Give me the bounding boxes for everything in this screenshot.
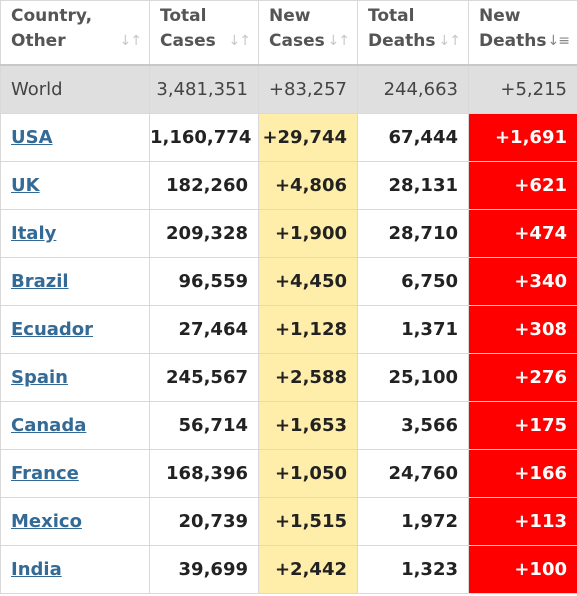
new-cases-cell: +83,257 <box>258 64 358 114</box>
new-deaths-cell: +474 <box>468 209 577 258</box>
total-cases-cell: 209,328 <box>149 209 259 258</box>
country-link[interactable]: Ecuador <box>11 319 94 340</box>
new-deaths-cell: +1,691 <box>468 113 577 162</box>
new-cases-cell: +1,050 <box>258 449 358 498</box>
total-cases-cell: 3,481,351 <box>149 64 259 114</box>
total-deaths-cell: 1,371 <box>357 305 469 354</box>
new-cases-cell: +1,515 <box>258 497 358 546</box>
sort-updown-icon[interactable]: ↓↑ <box>327 33 350 49</box>
total-cases-cell: 182,260 <box>149 161 259 210</box>
country-cell: France <box>0 449 150 498</box>
header-label: New Deaths <box>479 6 547 51</box>
header-row: Country, Other ↓↑ Total Cases ↓↑ New Cases … <box>0 0 577 66</box>
country-link[interactable]: UK <box>11 175 40 196</box>
total-cases-cell: 27,464 <box>149 305 259 354</box>
new-cases-cell: +2,442 <box>258 545 358 594</box>
new-cases-cell: +29,744 <box>258 113 358 162</box>
header-label: Total Cases <box>160 6 216 51</box>
country-cell: Brazil <box>0 257 150 306</box>
total-deaths-cell: 6,750 <box>357 257 469 306</box>
header-label: Country, Other <box>11 6 93 51</box>
header-new-cases[interactable]: New Cases ↓↑ <box>258 0 358 66</box>
country-cell: Spain <box>0 353 150 402</box>
world-label: World <box>0 64 150 114</box>
header-total-deaths[interactable]: Total Deaths ↓↑ <box>357 0 469 66</box>
country-cell: Canada <box>0 401 150 450</box>
new-cases-cell: +1,128 <box>258 305 358 354</box>
total-cases-cell: 39,699 <box>149 545 259 594</box>
table-row: Mexico 20,739 +1,515 1,972 +113 <box>0 497 577 546</box>
total-cases-cell: 168,396 <box>149 449 259 498</box>
new-deaths-cell: +276 <box>468 353 577 402</box>
total-deaths-cell: 244,663 <box>357 64 469 114</box>
sort-updown-icon[interactable]: ↓↑ <box>119 33 142 49</box>
total-cases-cell: 20,739 <box>149 497 259 546</box>
total-deaths-cell: 67,444 <box>357 113 469 162</box>
table-row: USA 1,160,774 +29,744 67,444 +1,691 <box>0 113 577 162</box>
world-total-row: World 3,481,351 +83,257 244,663 +5,215 <box>0 64 577 114</box>
sort-descending-icon[interactable]: ↓≡ <box>547 33 570 49</box>
header-label: Total Deaths <box>368 6 436 51</box>
total-deaths-cell: 24,760 <box>357 449 469 498</box>
country-link[interactable]: USA <box>11 127 53 148</box>
country-link[interactable]: Italy <box>11 223 57 244</box>
total-cases-cell: 96,559 <box>149 257 259 306</box>
country-cell: Mexico <box>0 497 150 546</box>
header-label: New Cases <box>269 6 325 51</box>
new-cases-cell: +1,653 <box>258 401 358 450</box>
table-row: UK 182,260 +4,806 28,131 +621 <box>0 161 577 210</box>
header-new-deaths[interactable]: New Deaths ↓≡ <box>468 0 577 66</box>
country-cell: USA <box>0 113 150 162</box>
total-deaths-cell: 28,710 <box>357 209 469 258</box>
country-link[interactable]: Spain <box>11 367 68 388</box>
total-deaths-cell: 1,972 <box>357 497 469 546</box>
sort-updown-icon[interactable]: ↓↑ <box>228 33 251 49</box>
new-deaths-cell: +166 <box>468 449 577 498</box>
country-cell: UK <box>0 161 150 210</box>
new-deaths-cell: +113 <box>468 497 577 546</box>
new-cases-cell: +2,588 <box>258 353 358 402</box>
country-link[interactable]: Brazil <box>11 271 69 292</box>
country-cell: Italy <box>0 209 150 258</box>
country-cell: Ecuador <box>0 305 150 354</box>
table-row: Canada 56,714 +1,653 3,566 +175 <box>0 401 577 450</box>
new-deaths-cell: +621 <box>468 161 577 210</box>
country-link[interactable]: Mexico <box>11 511 82 532</box>
table-row: Ecuador 27,464 +1,128 1,371 +308 <box>0 305 577 354</box>
total-deaths-cell: 28,131 <box>357 161 469 210</box>
table-row: Brazil 96,559 +4,450 6,750 +340 <box>0 257 577 306</box>
new-deaths-cell: +175 <box>468 401 577 450</box>
table-row: India 39,699 +2,442 1,323 +100 <box>0 545 577 594</box>
new-deaths-cell: +100 <box>468 545 577 594</box>
country-link[interactable]: India <box>11 559 62 580</box>
new-deaths-cell: +340 <box>468 257 577 306</box>
country-link[interactable]: Canada <box>11 415 87 436</box>
total-cases-cell: 245,567 <box>149 353 259 402</box>
country-link[interactable]: France <box>11 463 79 484</box>
new-cases-cell: +1,900 <box>258 209 358 258</box>
total-cases-cell: 56,714 <box>149 401 259 450</box>
table-row: Italy 209,328 +1,900 28,710 +474 <box>0 209 577 258</box>
country-cell: India <box>0 545 150 594</box>
table-row: France 168,396 +1,050 24,760 +166 <box>0 449 577 498</box>
new-deaths-cell: +5,215 <box>468 64 577 114</box>
table-row: Spain 245,567 +2,588 25,100 +276 <box>0 353 577 402</box>
new-deaths-cell: +308 <box>468 305 577 354</box>
header-country[interactable]: Country, Other ↓↑ <box>0 0 150 66</box>
total-deaths-cell: 3,566 <box>357 401 469 450</box>
total-deaths-cell: 1,323 <box>357 545 469 594</box>
total-cases-cell: 1,160,774 <box>149 113 259 162</box>
header-total-cases[interactable]: Total Cases ↓↑ <box>149 0 259 66</box>
new-cases-cell: +4,450 <box>258 257 358 306</box>
sort-updown-icon[interactable]: ↓↑ <box>438 33 461 49</box>
new-cases-cell: +4,806 <box>258 161 358 210</box>
total-deaths-cell: 25,100 <box>357 353 469 402</box>
